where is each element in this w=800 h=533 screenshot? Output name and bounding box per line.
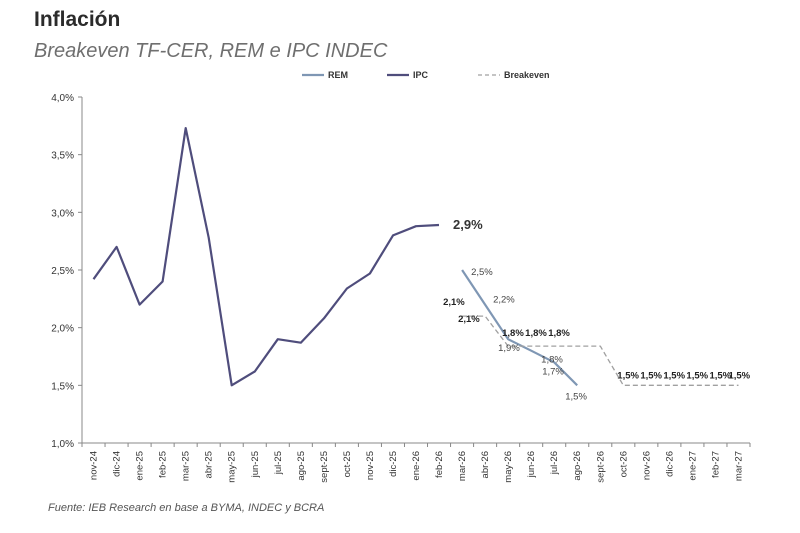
x-tick-label: mar-25 <box>181 451 192 481</box>
x-tick-label: abr-25 <box>204 451 215 478</box>
x-tick-label: sept-26 <box>595 451 606 483</box>
data-label-rem: 2,5% <box>471 267 493 278</box>
x-tick-label: ene-27 <box>687 451 698 481</box>
x-tick-label: ene-25 <box>135 451 146 481</box>
y-tick-label: 3,5% <box>51 151 74 162</box>
data-label-rem: 1,7% <box>542 366 564 377</box>
data-label-breakeven: 1,5% <box>640 370 662 381</box>
y-tick-label: 2,5% <box>51 266 74 277</box>
x-tick-label: ene-26 <box>411 451 422 481</box>
x-tick-label: oct-25 <box>342 451 353 477</box>
y-tick-label: 2,0% <box>51 324 74 335</box>
x-tick-label: oct-26 <box>618 451 629 477</box>
data-label-ipc: 2,9% <box>453 217 483 232</box>
x-tick-label: jul-26 <box>549 451 560 475</box>
y-tick-label: 1,5% <box>51 381 74 392</box>
x-tick-label: jul-25 <box>273 451 284 475</box>
data-label-rem: 1,5% <box>565 391 587 402</box>
series-line-ipc <box>92 127 440 387</box>
series-line-rem <box>461 269 578 387</box>
x-tick-label: abr-26 <box>480 451 491 478</box>
x-tick-label: dic-24 <box>112 451 123 477</box>
x-tick-label: may-26 <box>503 451 514 483</box>
x-tick-label: nov-26 <box>641 451 652 480</box>
source-note: Fuente: IEB Research en base a BYMA, IND… <box>48 502 325 514</box>
x-tick-label: may-25 <box>227 451 238 483</box>
x-tick-label: feb-27 <box>710 451 721 478</box>
data-label-rem: 2,2% <box>493 295 515 306</box>
page-subtitle: Breakeven TF-CER, REM e IPC INDEC <box>34 40 388 62</box>
x-tick-label: jun-26 <box>526 451 537 478</box>
x-tick-label: dic-25 <box>388 451 399 477</box>
page-title: Inflación <box>34 8 121 31</box>
data-label-rem: 1,8% <box>541 355 563 366</box>
legend-label-rem: REM <box>328 70 348 80</box>
x-tick-label: ago-25 <box>296 451 307 481</box>
data-label-rem: 1,9% <box>498 343 520 354</box>
y-tick-label: 4,0% <box>51 93 74 104</box>
legend-label-ipc: IPC <box>413 70 429 80</box>
data-label-breakeven: 2,1% <box>443 297 465 308</box>
x-tick-label: ago-26 <box>572 451 583 481</box>
x-tick-label: jun-25 <box>250 451 261 478</box>
series-line-breakeven <box>462 315 739 386</box>
data-label-breakeven: 1,8% <box>502 328 524 339</box>
data-label-breakeven: 1,5% <box>686 370 708 381</box>
x-tick-label: feb-25 <box>158 451 169 478</box>
data-label-breakeven: 1,5% <box>617 370 639 381</box>
y-tick-label: 1,0% <box>51 439 74 450</box>
x-tick-label: nov-24 <box>89 451 100 480</box>
y-tick-label: 3,0% <box>51 208 74 219</box>
x-tick-label: nov-25 <box>365 451 376 480</box>
x-tick-label: dic-26 <box>664 451 675 477</box>
legend-label-breakeven: Breakeven <box>504 70 550 80</box>
x-tick-label: mar-26 <box>457 451 468 481</box>
data-label-breakeven: 1,8% <box>525 328 547 339</box>
data-label-breakeven: 1,5% <box>663 370 685 381</box>
data-label-breakeven: 1,5% <box>709 370 731 381</box>
x-tick-label: sept-25 <box>319 451 330 483</box>
x-tick-label: mar-27 <box>733 451 744 481</box>
data-label-breakeven: 1,8% <box>548 328 570 339</box>
data-label-breakeven: 1,5% <box>728 370 750 381</box>
data-label-breakeven: 2,1% <box>458 314 480 325</box>
x-tick-label: feb-26 <box>434 451 445 478</box>
